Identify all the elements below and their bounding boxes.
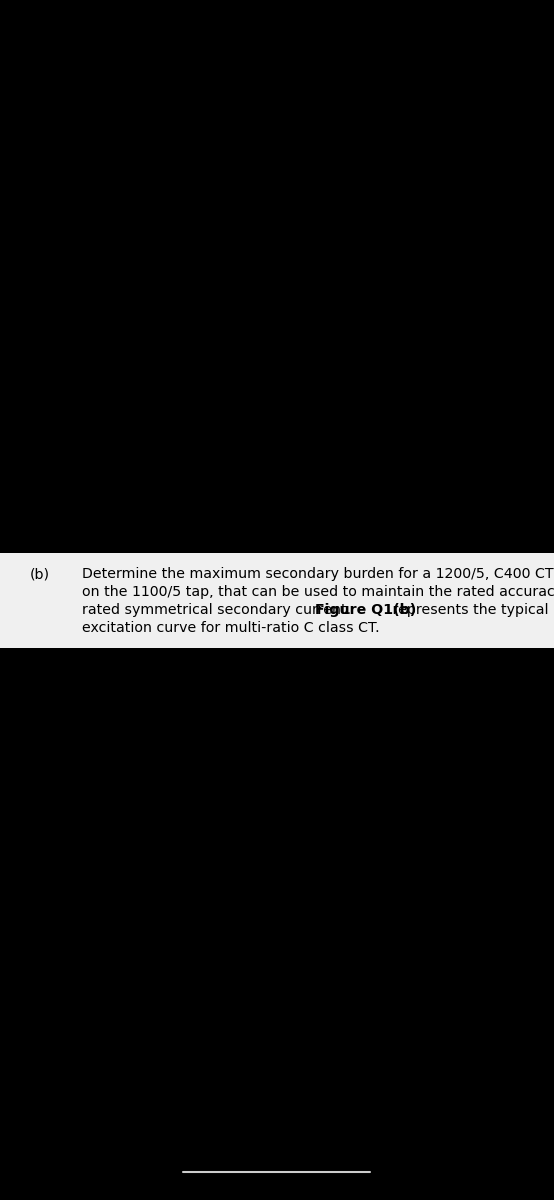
Text: Determine the maximum secondary burden for a 1200/5, C400 CT, connected: Determine the maximum secondary burden f… [82, 566, 554, 581]
Bar [0, 553, 554, 648]
Text: Figure Q1(b): Figure Q1(b) [315, 602, 416, 617]
Text: excitation curve for multi-ratio C class CT.: excitation curve for multi-ratio C class… [82, 622, 379, 635]
Text: on the 1100/5 tap, that can be used to maintain the rated accuracy at 20 times: on the 1100/5 tap, that can be used to m… [82, 584, 554, 599]
Text: (b): (b) [30, 566, 50, 581]
Text: represents the typical: represents the typical [388, 602, 548, 617]
Text: rated symmetrical secondary current.: rated symmetrical secondary current. [82, 602, 360, 617]
